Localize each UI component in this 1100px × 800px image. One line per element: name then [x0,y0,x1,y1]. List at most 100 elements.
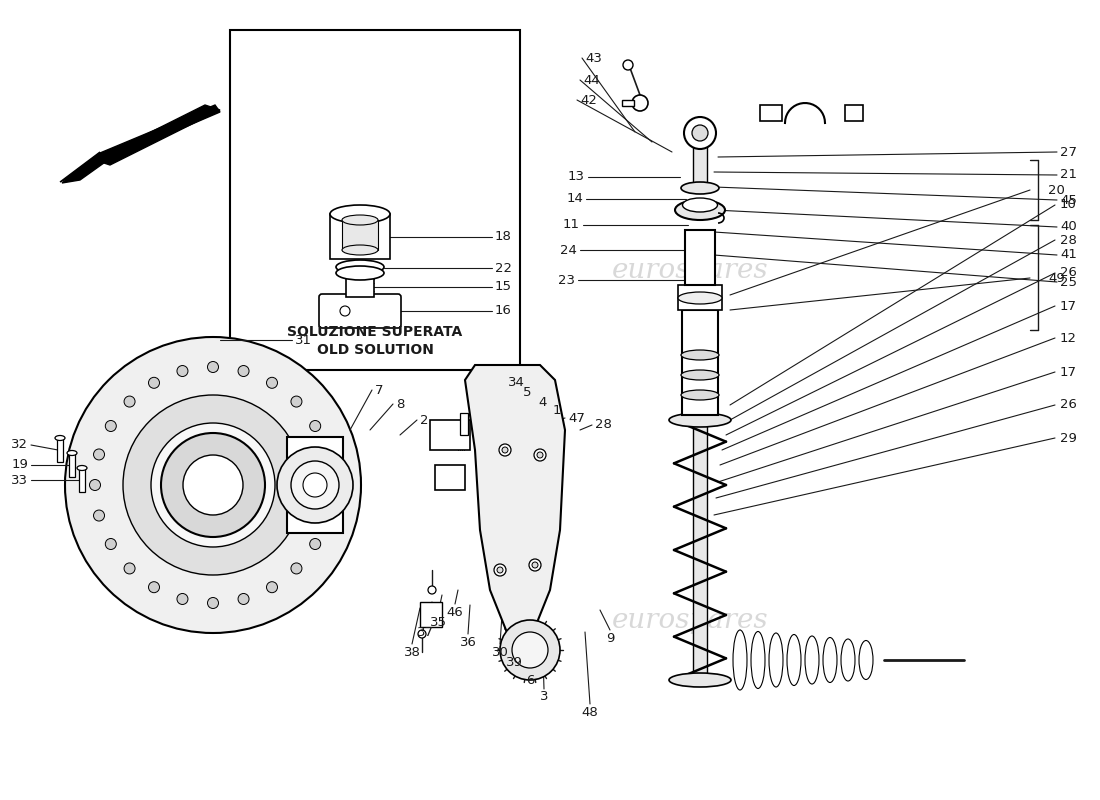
Bar [693,420,707,680]
Bar [342,220,378,250]
Text: 11: 11 [563,218,580,231]
Bar [57,438,63,462]
Text: 16: 16 [495,305,512,318]
FancyBboxPatch shape [319,294,402,328]
Text: 45: 45 [1060,194,1077,206]
Ellipse shape [342,215,378,225]
Bar [69,453,75,477]
Text: 33: 33 [11,474,28,486]
Circle shape [148,378,159,388]
Text: 28: 28 [1060,234,1077,246]
Text: 26: 26 [1060,398,1077,411]
Circle shape [148,582,159,593]
Bar [678,285,722,310]
Text: eurospares: eurospares [612,257,768,283]
Text: 37: 37 [417,626,433,638]
Text: 43: 43 [585,51,602,65]
Ellipse shape [786,634,801,686]
Polygon shape [60,152,100,182]
Circle shape [537,452,543,458]
Circle shape [321,510,332,521]
Circle shape [321,449,332,460]
Text: 32: 32 [11,438,28,451]
Text: 17: 17 [1060,366,1077,378]
Text: 10: 10 [1060,198,1077,211]
Text: OLD SOLUTION: OLD SOLUTION [317,343,433,357]
Circle shape [623,60,632,70]
Ellipse shape [669,413,732,427]
Bar [760,105,782,121]
Text: eurospares: eurospares [612,606,768,634]
Text: 28: 28 [595,418,612,431]
Circle shape [266,582,277,593]
Text: 26: 26 [1060,266,1077,279]
Circle shape [499,444,512,456]
Text: 47: 47 [568,411,585,425]
Text: 1: 1 [553,403,561,417]
Text: 2: 2 [420,414,429,426]
Text: 4: 4 [538,395,547,409]
Circle shape [124,396,135,407]
Text: 46: 46 [447,606,463,618]
Ellipse shape [682,198,717,212]
Circle shape [292,461,339,509]
Circle shape [277,447,353,523]
Text: 14: 14 [566,193,583,206]
Text: 15: 15 [495,281,512,294]
Text: 7: 7 [375,383,384,397]
Text: eurospares: eurospares [191,417,349,443]
Text: 40: 40 [1060,221,1077,234]
Text: 44: 44 [583,74,600,86]
Ellipse shape [67,450,77,455]
Text: 42: 42 [580,94,597,106]
Circle shape [106,538,117,550]
Circle shape [161,433,265,537]
Bar [685,230,715,285]
Text: 24: 24 [560,243,578,257]
Circle shape [532,562,538,568]
Bar [621,100,634,106]
Text: 19: 19 [11,458,28,471]
Text: 35: 35 [429,615,447,629]
Ellipse shape [330,205,390,223]
Polygon shape [62,105,220,183]
Circle shape [529,559,541,571]
Ellipse shape [805,636,820,684]
Text: 17: 17 [1060,299,1077,313]
Circle shape [534,449,546,461]
Circle shape [177,594,188,605]
Text: 31: 31 [295,334,312,346]
Text: 38: 38 [404,646,420,658]
Ellipse shape [859,641,873,679]
Circle shape [238,594,249,605]
Text: 34: 34 [508,375,525,389]
Text: 5: 5 [522,386,531,398]
Circle shape [497,567,503,573]
Circle shape [310,538,321,550]
Text: 39: 39 [506,655,522,669]
Bar [79,468,85,492]
Circle shape [106,421,117,431]
Circle shape [94,449,104,460]
Circle shape [290,396,301,407]
Text: 3: 3 [540,690,548,703]
Circle shape [65,337,361,633]
Text: 8: 8 [396,398,405,410]
Circle shape [124,563,135,574]
Circle shape [94,510,104,521]
Bar [845,105,864,121]
Ellipse shape [733,630,747,690]
Text: 23: 23 [558,274,575,286]
Ellipse shape [342,245,378,255]
Circle shape [502,447,508,453]
Text: 13: 13 [568,170,585,183]
Text: 49: 49 [1048,271,1065,285]
Text: 12: 12 [1060,331,1077,345]
Circle shape [692,125,708,141]
Circle shape [177,366,188,377]
Ellipse shape [336,266,384,280]
Text: 41: 41 [1060,249,1077,262]
Text: 9: 9 [606,631,614,645]
Circle shape [208,598,219,609]
Ellipse shape [336,260,384,274]
